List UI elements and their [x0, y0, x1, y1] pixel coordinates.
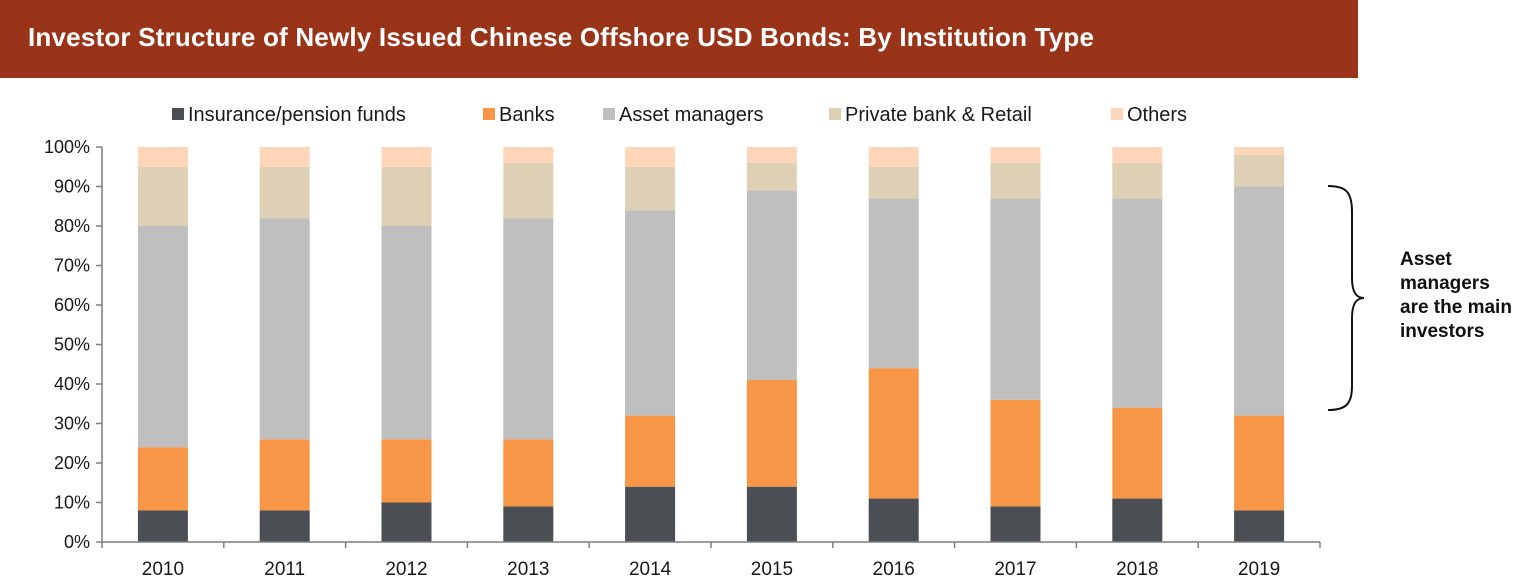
- y-tick-label: 90%: [54, 177, 90, 197]
- bar-segment: [990, 399, 1041, 507]
- bar-segment: [746, 380, 797, 487]
- y-tick-label: 70%: [54, 256, 90, 276]
- y-tick-label: 20%: [54, 453, 90, 473]
- bar-segment: [868, 147, 919, 167]
- legend-label: Asset managers: [619, 104, 764, 126]
- bars: [137, 147, 1285, 542]
- bar-segment: [1234, 186, 1285, 416]
- bar-segment: [259, 510, 310, 542]
- y-tick-label: 100%: [44, 137, 90, 157]
- annotation-line: investors: [1400, 321, 1485, 342]
- curly-brace-icon: [1327, 185, 1365, 411]
- bar-segment: [746, 486, 797, 542]
- y-tick-label: 0%: [64, 532, 90, 552]
- y-axis: 0% 10% 20% 30% 40% 50% 60% 70% 80% 90% 100%: [44, 137, 103, 552]
- title-bar: Investor Structure of Newly Issued Chine…: [0, 0, 1358, 78]
- annotation-line: managers: [1400, 273, 1490, 294]
- bar-segment: [625, 486, 676, 542]
- bar-segment: [137, 447, 188, 511]
- bar-segment: [990, 198, 1041, 400]
- x-tick-label: 2011: [264, 559, 305, 580]
- bar-segment: [990, 147, 1041, 163]
- legend: Insurance/pension funds Banks Asset manage…: [172, 104, 1187, 126]
- bar-segment: [137, 510, 188, 542]
- x-tick-label: 2019: [1238, 559, 1280, 580]
- bar-segment: [868, 166, 919, 199]
- legend-swatch: [829, 108, 841, 120]
- legend-swatch: [172, 108, 184, 120]
- x-tick-label: 2012: [385, 559, 427, 580]
- bar-segment: [1112, 147, 1163, 163]
- y-tick-label: 10%: [54, 493, 90, 513]
- x-tick-label: 2017: [994, 559, 1036, 580]
- legend-label: Insurance/pension funds: [188, 104, 406, 126]
- bar-segment: [1234, 415, 1285, 511]
- bar-segment: [625, 415, 676, 487]
- bar-segment: [1112, 498, 1163, 542]
- bar-segment: [625, 210, 676, 416]
- bar-segment: [381, 147, 432, 167]
- bar-segment: [1112, 407, 1163, 499]
- bar-segment: [259, 166, 310, 219]
- bar-segment: [868, 368, 919, 499]
- legend-swatch: [483, 108, 495, 120]
- bar-segment: [625, 166, 676, 211]
- bar-segment: [868, 198, 919, 369]
- bar-segment: [381, 502, 432, 542]
- bar-segment: [990, 506, 1041, 542]
- legend-swatch: [1111, 108, 1123, 120]
- y-tick-label: 40%: [54, 374, 90, 394]
- x-tick-label: 2010: [142, 559, 184, 580]
- bar-segment: [259, 439, 310, 511]
- chart-title: Investor Structure of Newly Issued Chine…: [28, 22, 1095, 52]
- bar-segment: [1112, 198, 1163, 408]
- bar-segment: [503, 147, 554, 163]
- bar-segment: [746, 190, 797, 381]
- bar-segment: [137, 147, 188, 167]
- bar-segment: [625, 147, 676, 167]
- y-tick-label: 60%: [54, 295, 90, 315]
- legend-label: Others: [1127, 104, 1187, 126]
- y-tick-label: 30%: [54, 414, 90, 434]
- annotation-line: Asset: [1400, 249, 1452, 270]
- legend-label: Banks: [499, 104, 555, 126]
- x-tick-label: 2018: [1116, 559, 1158, 580]
- bar-segment: [868, 498, 919, 542]
- bar-segment: [990, 162, 1041, 199]
- bar-segment: [381, 439, 432, 503]
- bar-segment: [503, 218, 554, 440]
- annotation: Asset managers are the main investors: [1400, 248, 1512, 344]
- bar-segment: [137, 226, 188, 448]
- y-tick-label: 50%: [54, 335, 90, 355]
- bar-segment: [1234, 154, 1285, 187]
- bar-segment: [503, 439, 554, 507]
- x-tick-label: 2013: [507, 559, 549, 580]
- bar-segment: [1112, 162, 1163, 199]
- x-tick-label: 2015: [751, 559, 793, 580]
- annotation-line: are the main: [1400, 297, 1512, 318]
- bar-segment: [1234, 510, 1285, 542]
- bar-segment: [503, 162, 554, 219]
- legend-swatch: [603, 108, 615, 120]
- y-tick-label: 80%: [54, 216, 90, 236]
- bar-segment: [746, 147, 797, 163]
- bar-segment: [381, 226, 432, 440]
- bar-segment: [259, 147, 310, 167]
- x-axis: 2010 2011 2012 2013 2014 2015 2016 2017 2018 2019: [101, 541, 1321, 580]
- bar-segment: [503, 506, 554, 542]
- bar-segment: [381, 166, 432, 226]
- bar-segment: [746, 162, 797, 191]
- legend-label: Private bank & Retail: [845, 104, 1032, 126]
- bar-segment: [1234, 147, 1285, 155]
- bar-segment: [137, 166, 188, 226]
- x-tick-label: 2014: [629, 559, 672, 580]
- x-tick-label: 2016: [873, 559, 915, 580]
- bar-segment: [259, 218, 310, 440]
